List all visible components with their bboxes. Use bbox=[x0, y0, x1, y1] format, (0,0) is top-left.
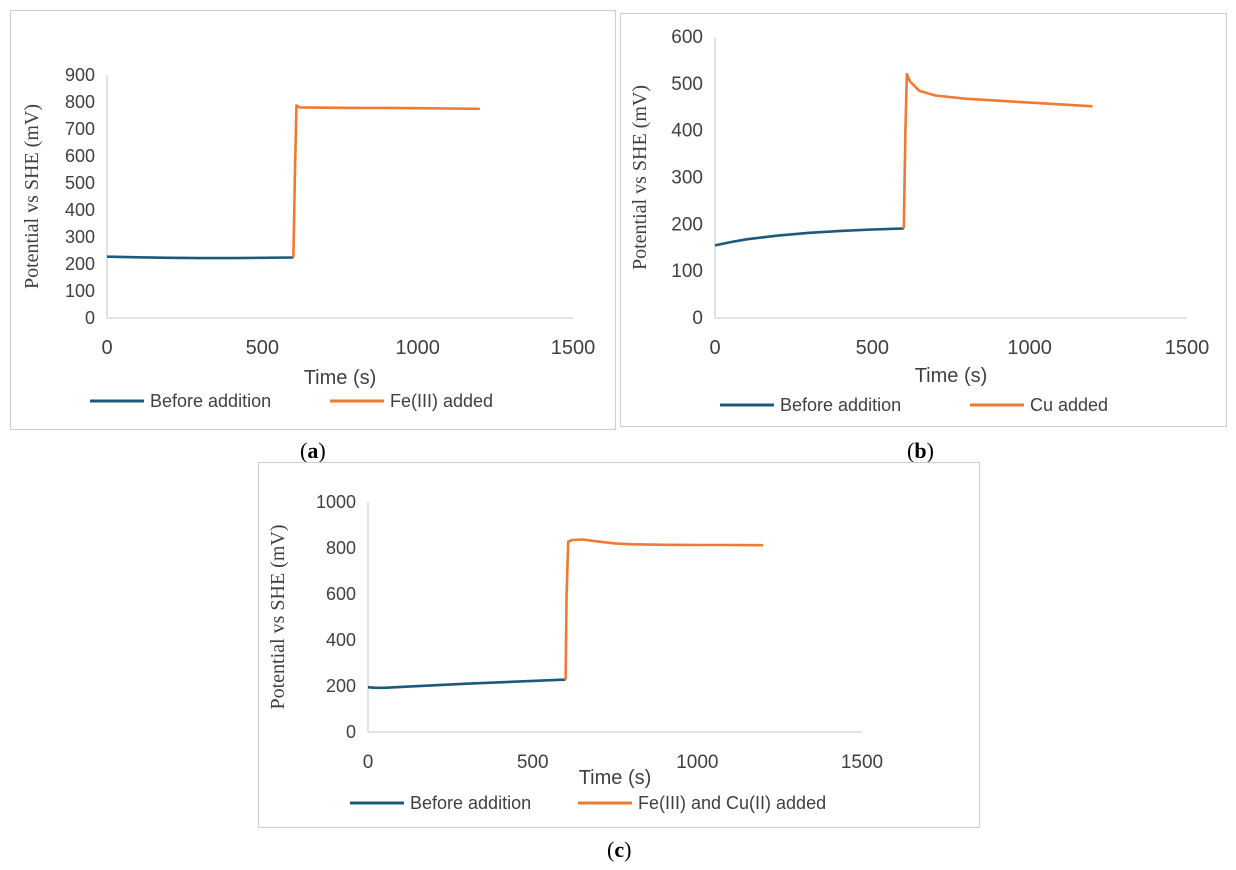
caption-b-letter: b bbox=[914, 438, 927, 463]
chart-b-x-axis-title: Time (s) bbox=[915, 365, 988, 387]
chart-c-frame bbox=[257, 461, 981, 829]
chart-a-y-tick-label: 600 bbox=[65, 146, 95, 166]
chart-a-series-line-before bbox=[106, 255, 294, 260]
chart-c-y-tick-label: 600 bbox=[326, 584, 356, 604]
chart-a-x-tick-label: 500 bbox=[246, 337, 279, 359]
chart-a-y-tick-label: 100 bbox=[65, 281, 95, 301]
chart-c-y-tick-label: 800 bbox=[326, 538, 356, 558]
chart-a-frame bbox=[9, 9, 617, 431]
chart-a-y-tick-label: 800 bbox=[65, 92, 95, 112]
chart-b-x-tick-label: 0 bbox=[709, 337, 720, 359]
chart-a-x-tick-label: 1500 bbox=[551, 337, 596, 359]
chart-a-x-tick-label: 0 bbox=[101, 337, 112, 359]
chart-a-x-axis-title: Time (s) bbox=[304, 367, 377, 389]
caption-c: (c) bbox=[607, 837, 632, 862]
chart-b-x-tick-label: 500 bbox=[856, 337, 889, 359]
chart-c-legend-label-after: Fe(III) and Cu(II) added bbox=[638, 793, 826, 813]
chart-a-y-tick-label: 200 bbox=[65, 254, 95, 274]
chart-c-y-tick-label: 0 bbox=[346, 722, 356, 742]
chart-a-legend-label-after: Fe(III) added bbox=[390, 391, 493, 411]
caption-a: (a) bbox=[300, 438, 326, 463]
chart-a-legend-label-before: Before addition bbox=[150, 391, 271, 411]
chart-a-y-axis-title: Potential vs SHE (mV) bbox=[21, 104, 43, 289]
chart-c-series-line-after bbox=[564, 538, 764, 680]
chart-b-y-tick-label: 400 bbox=[671, 121, 703, 142]
chart-b-y-tick-label: 600 bbox=[671, 27, 703, 48]
chart-a-y-tick-label: 900 bbox=[65, 65, 95, 85]
chart-c-x-tick-label: 0 bbox=[363, 752, 374, 773]
chart-b-y-tick-label: 500 bbox=[671, 74, 703, 95]
chart-a-x-tick-label: 1000 bbox=[395, 337, 440, 359]
chart-b-y-tick-label: 0 bbox=[692, 308, 703, 329]
chart-c-legend-label-before: Before addition bbox=[410, 793, 531, 813]
chart-b-y-tick-label: 100 bbox=[671, 261, 703, 282]
chart-a-y-tick-label: 300 bbox=[65, 227, 95, 247]
chart-c-x-tick-label: 1000 bbox=[676, 752, 718, 773]
chart-b-svg: 0 100 200 300 400 500 600 0 500 1000 1500 Potential… bbox=[619, 12, 1228, 428]
chart-c-x-axis-title: Time (s) bbox=[579, 767, 652, 789]
chart-c-x-tick-label: 500 bbox=[517, 752, 549, 773]
caption-a-letter: a bbox=[307, 438, 319, 463]
chart-c-series-line-before bbox=[367, 678, 566, 690]
chart-panel-c: 0 200 400 600 800 1000 0 500 1000 1500 Potential v… bbox=[257, 461, 981, 829]
caption-c-letter: c bbox=[614, 837, 625, 862]
chart-b-legend-label-before: Before addition bbox=[780, 395, 901, 415]
chart-b-series-line-after bbox=[902, 72, 1093, 229]
chart-c-y-tick-label: 1000 bbox=[316, 492, 356, 512]
chart-c-y-axis-title: Potential vs SHE (mV) bbox=[267, 525, 289, 710]
caption-b: (b) bbox=[907, 438, 934, 463]
chart-b-frame bbox=[619, 12, 1228, 428]
chart-a-y-tick-label: 700 bbox=[65, 119, 95, 139]
chart-b-y-axis-title: Potential vs SHE (mV) bbox=[629, 85, 651, 270]
chart-panel-b: 0 100 200 300 400 500 600 0 500 1000 1500 Potential… bbox=[619, 12, 1228, 428]
chart-a-y-tick-label: 500 bbox=[65, 173, 95, 193]
chart-b-y-tick-label: 200 bbox=[671, 214, 703, 235]
chart-c-y-tick-label: 400 bbox=[326, 630, 356, 650]
chart-a-svg: 0 100 200 300 400 500 600 700 800 900 0 500 1000 1500… bbox=[9, 9, 617, 431]
chart-c-svg: 0 200 400 600 800 1000 0 500 1000 1500 Potential v… bbox=[257, 461, 981, 829]
chart-a-series-line-after bbox=[292, 104, 480, 258]
chart-b-series-line-before bbox=[714, 227, 904, 247]
chart-c-x-tick-label: 1500 bbox=[841, 752, 883, 773]
chart-panel-a: 0 100 200 300 400 500 600 700 800 900 0 500 1000 1500… bbox=[9, 9, 617, 431]
chart-a-y-tick-label: 0 bbox=[85, 308, 95, 328]
chart-c-y-tick-label: 200 bbox=[326, 676, 356, 696]
chart-b-y-tick-label: 300 bbox=[671, 168, 703, 189]
chart-a-y-tick-label: 400 bbox=[65, 200, 95, 220]
chart-b-x-tick-label: 1500 bbox=[1165, 337, 1210, 359]
chart-b-x-tick-label: 1000 bbox=[1007, 337, 1052, 359]
chart-b-legend-label-after: Cu added bbox=[1030, 395, 1108, 415]
